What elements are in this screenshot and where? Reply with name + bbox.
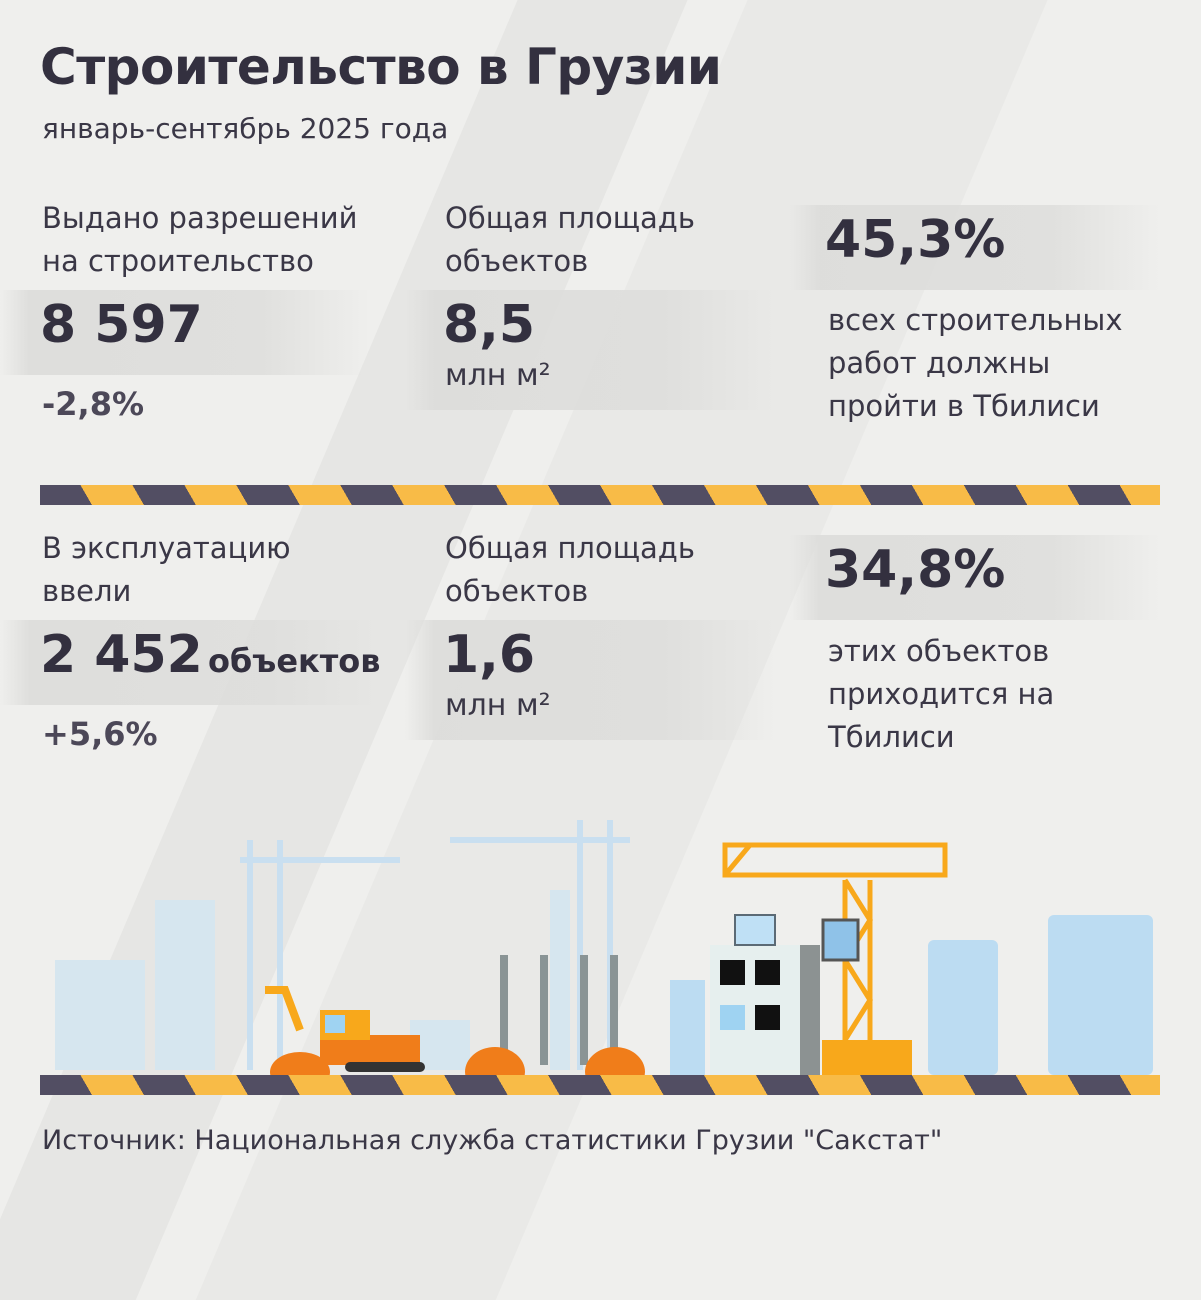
commissioned-value: 2 452 [40,625,203,685]
commissioned-label: В эксплуатацию ввели [42,531,291,608]
commissioned-area-unit: млн м² [445,688,551,723]
permits-value: 8 597 [40,295,203,355]
crane-cabin [821,918,860,962]
highlight [790,205,1160,290]
sand-piles [270,1047,645,1080]
commissioned-area-value: 1,6 [443,625,536,685]
hazard-stripe-ground [40,1075,1160,1095]
permits-area-label: Общая площадь объектов [445,201,695,278]
commissioned-area-label: Общая площадь объектов [445,531,695,608]
building-under-construction [710,914,820,1075]
page-title: Строительство в Грузии [40,38,722,96]
source-note: Источник: Национальная служба статистики… [42,1125,943,1156]
highlight [0,290,370,375]
poles [500,955,618,1065]
excavator [265,986,425,1072]
permits-area-unit: млн м² [445,358,551,393]
permits-change: -2,8% [42,385,145,423]
highlight [790,535,1160,620]
commissioned-tbilisi-value: 34,8% [825,540,1006,600]
subtitle: январь-сентябрь 2025 года [42,112,449,145]
hazard-stripe-divider [40,485,1160,505]
background-cranes [240,820,630,1070]
highlight [405,620,775,740]
permits-tbilisi-text: всех строительных работ должны пройти в … [828,303,1123,423]
commissioned-value-line: 2 452 объектов [40,625,381,685]
tbilisi-towers [670,915,1153,1075]
permits-area-value: 8,5 [443,295,536,355]
commissioned-change: +5,6% [42,715,158,753]
commissioned-tbilisi-text: этих объектов приходится на Тбилиси [828,634,1055,754]
construction-illustration [55,820,1153,1080]
commissioned-unit: объектов [207,642,381,680]
highlight [405,290,775,410]
highlight [0,620,380,705]
permits-label: Выдано разрешений на строительство [42,201,358,278]
crane-base [822,1040,912,1075]
background-buildings [55,890,570,1070]
permits-tbilisi-value: 45,3% [825,210,1006,270]
